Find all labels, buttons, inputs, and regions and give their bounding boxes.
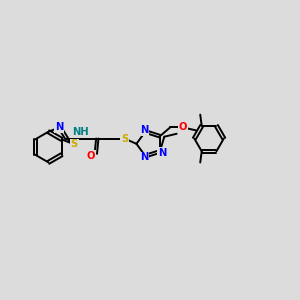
Text: O: O	[179, 122, 188, 132]
Text: S: S	[121, 134, 128, 143]
Text: NH: NH	[72, 127, 89, 137]
Text: O: O	[87, 151, 95, 161]
Text: N: N	[158, 148, 166, 158]
Text: N: N	[140, 152, 148, 162]
Text: N: N	[140, 125, 148, 135]
Text: S: S	[71, 140, 78, 149]
Text: N: N	[55, 122, 63, 132]
